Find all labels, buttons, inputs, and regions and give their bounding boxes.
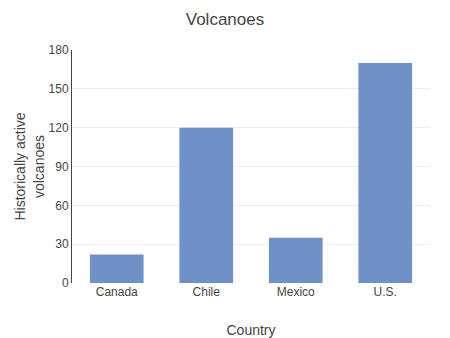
svg-text:U.S.: U.S. <box>374 285 397 299</box>
svg-text:Historically activevolcanoes: Historically activevolcanoes <box>12 112 46 220</box>
svg-text:Chile: Chile <box>193 285 221 299</box>
svg-text:Mexico: Mexico <box>277 285 315 299</box>
svg-text:150: 150 <box>49 82 69 96</box>
svg-text:120: 120 <box>49 121 69 135</box>
svg-text:Volcanoes: Volcanoes <box>186 10 264 29</box>
svg-text:180: 180 <box>49 43 69 57</box>
svg-text:60: 60 <box>55 199 69 213</box>
svg-text:Canada: Canada <box>96 285 138 299</box>
svg-text:90: 90 <box>55 160 69 174</box>
svg-text:Country: Country <box>226 322 275 338</box>
svg-text:30: 30 <box>55 237 69 251</box>
svg-text:0: 0 <box>62 276 69 290</box>
